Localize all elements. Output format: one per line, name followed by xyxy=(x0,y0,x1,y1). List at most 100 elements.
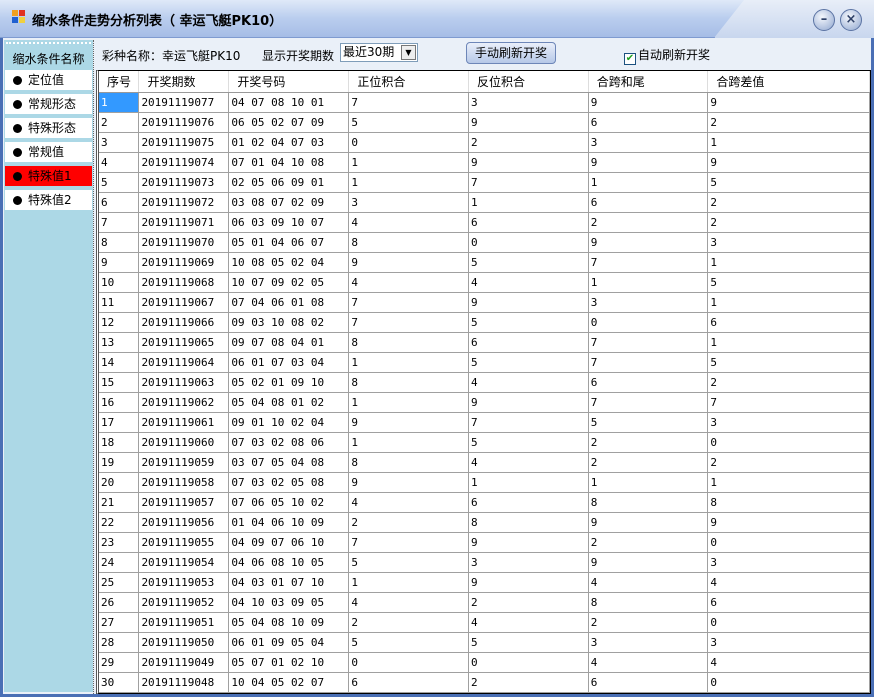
table-cell[interactable]: 5 xyxy=(707,352,870,373)
table-cell[interactable]: 6 xyxy=(588,672,709,693)
table-row[interactable]: 13 20191119065 09 07 08 04 01 8 6 7 1 xyxy=(99,332,870,353)
table-cell[interactable]: 20191119067 xyxy=(138,292,230,313)
table-row[interactable]: 27 20191119051 05 04 08 10 09 2 4 2 0 xyxy=(99,612,870,633)
table-cell[interactable]: 06 01 09 05 04 xyxy=(228,632,350,653)
table-row[interactable]: 23 20191119055 04 09 07 06 10 7 9 2 0 xyxy=(99,532,870,553)
table-cell[interactable]: 6 xyxy=(588,192,709,213)
table-row[interactable]: 11 20191119067 07 04 06 01 08 7 9 3 1 xyxy=(99,292,870,313)
table-row[interactable]: 18 20191119060 07 03 02 08 06 1 5 2 0 xyxy=(99,432,870,453)
column-header[interactable]: 开奖期数 xyxy=(138,71,230,93)
table-cell[interactable]: 5 xyxy=(588,412,709,433)
table-cell[interactable]: 01 04 06 10 09 xyxy=(228,512,350,533)
table-cell[interactable]: 04 09 07 06 10 xyxy=(228,532,350,553)
table-cell[interactable]: 2 xyxy=(468,132,589,153)
table-cell[interactable]: 5 xyxy=(468,252,589,273)
table-cell[interactable]: 28 xyxy=(99,632,140,653)
table-row[interactable]: 12 20191119066 09 03 10 08 02 7 5 0 6 xyxy=(99,312,870,333)
table-cell[interactable]: 1 xyxy=(348,352,469,373)
table-cell[interactable]: 04 06 08 10 05 xyxy=(228,552,350,573)
table-cell[interactable]: 20191119048 xyxy=(138,672,230,693)
table-cell[interactable]: 3 xyxy=(588,292,709,313)
table-cell[interactable]: 1 xyxy=(588,172,709,193)
table-cell[interactable]: 2 xyxy=(588,432,709,453)
table-cell[interactable]: 0 xyxy=(707,612,870,633)
table-row[interactable]: 7 20191119071 06 03 09 10 07 4 6 2 2 xyxy=(99,212,870,233)
table-cell[interactable]: 4 xyxy=(468,272,589,293)
table-cell[interactable]: 8 xyxy=(588,492,709,513)
sidebar-item[interactable]: 特殊形态 xyxy=(5,118,92,138)
table-cell[interactable]: 03 08 07 02 09 xyxy=(228,192,350,213)
table-cell[interactable]: 20191119059 xyxy=(138,452,230,473)
table-cell[interactable]: 0 xyxy=(707,672,870,693)
table-cell[interactable]: 2 xyxy=(707,212,870,233)
table-cell[interactable]: 9 xyxy=(468,572,589,593)
table-cell[interactable]: 7 xyxy=(468,172,589,193)
table-cell[interactable]: 1 xyxy=(468,472,589,493)
table-cell[interactable]: 2 xyxy=(468,592,589,613)
table-cell[interactable]: 20191119054 xyxy=(138,552,230,573)
table-cell[interactable]: 20191119061 xyxy=(138,412,230,433)
table-cell[interactable]: 9 xyxy=(468,392,589,413)
table-cell[interactable]: 20 xyxy=(99,472,140,493)
table-row[interactable]: 29 20191119049 05 07 01 02 10 0 0 4 4 xyxy=(99,652,870,673)
table-cell[interactable]: 20191119051 xyxy=(138,612,230,633)
table-cell[interactable]: 3 xyxy=(588,132,709,153)
table-cell[interactable]: 4 xyxy=(707,572,870,593)
table-cell[interactable]: 9 xyxy=(468,152,589,173)
table-cell[interactable]: 9 xyxy=(707,152,870,173)
column-header[interactable]: 正位积合 xyxy=(348,71,469,93)
table-cell[interactable]: 7 xyxy=(588,352,709,373)
table-cell[interactable]: 20191119077 xyxy=(138,92,230,113)
table-cell[interactable]: 9 xyxy=(707,512,870,533)
table-cell[interactable]: 20191119057 xyxy=(138,492,230,513)
table-row[interactable]: 10 20191119068 10 07 09 02 05 4 4 1 5 xyxy=(99,272,870,293)
column-header[interactable]: 合跨和尾 xyxy=(588,71,709,93)
table-cell[interactable]: 9 xyxy=(707,92,870,113)
table-cell[interactable]: 0 xyxy=(348,132,469,153)
table-cell[interactable]: 1 xyxy=(707,332,870,353)
checkmark-icon[interactable]: ✔ xyxy=(624,53,636,65)
table-row[interactable]: 1 20191119077 04 07 08 10 01 7 3 9 9 xyxy=(99,92,870,113)
table-cell[interactable]: 2 xyxy=(707,372,870,393)
table-cell[interactable]: 6 xyxy=(99,192,140,213)
table-cell[interactable]: 07 03 02 05 08 xyxy=(228,472,350,493)
table-cell[interactable]: 2 xyxy=(588,532,709,553)
table-cell[interactable]: 0 xyxy=(348,652,469,673)
table-cell[interactable]: 4 xyxy=(707,652,870,673)
table-cell[interactable]: 05 07 01 02 10 xyxy=(228,652,350,673)
table-cell[interactable]: 6 xyxy=(707,592,870,613)
table-row[interactable]: 9 20191119069 10 08 05 02 04 9 5 7 1 xyxy=(99,252,870,273)
table-cell[interactable]: 4 xyxy=(348,492,469,513)
table-cell[interactable]: 8 xyxy=(348,372,469,393)
table-cell[interactable]: 20191119075 xyxy=(138,132,230,153)
table-cell[interactable]: 20191119064 xyxy=(138,352,230,373)
table-cell[interactable]: 04 07 08 10 01 xyxy=(228,92,350,113)
table-cell[interactable]: 7 xyxy=(348,532,469,553)
table-cell[interactable]: 26 xyxy=(99,592,140,613)
table-cell[interactable]: 6 xyxy=(468,332,589,353)
table-cell[interactable]: 9 xyxy=(468,112,589,133)
table-cell[interactable]: 2 xyxy=(348,512,469,533)
table-cell[interactable]: 20191119065 xyxy=(138,332,230,353)
table-cell[interactable]: 3 xyxy=(707,412,870,433)
table-cell[interactable]: 5 xyxy=(348,552,469,573)
table-cell[interactable]: 20191119058 xyxy=(138,472,230,493)
table-cell[interactable]: 29 xyxy=(99,652,140,673)
table-cell[interactable]: 20191119074 xyxy=(138,152,230,173)
table-row[interactable]: 24 20191119054 04 06 08 10 05 5 3 9 3 xyxy=(99,552,870,573)
table-cell[interactable]: 3 xyxy=(99,132,140,153)
table-cell[interactable]: 9 xyxy=(588,152,709,173)
table-cell[interactable]: 20191119069 xyxy=(138,252,230,273)
table-cell[interactable]: 20191119053 xyxy=(138,572,230,593)
table-cell[interactable]: 1 xyxy=(468,192,589,213)
table-cell[interactable]: 1 xyxy=(707,472,870,493)
table-row[interactable]: 16 20191119062 05 04 08 01 02 1 9 7 7 xyxy=(99,392,870,413)
table-cell[interactable]: 0 xyxy=(468,652,589,673)
table-cell[interactable]: 6 xyxy=(468,212,589,233)
table-cell[interactable]: 03 07 05 04 08 xyxy=(228,452,350,473)
table-cell[interactable]: 8 xyxy=(348,332,469,353)
table-cell[interactable]: 05 04 08 01 02 xyxy=(228,392,350,413)
table-cell[interactable]: 5 xyxy=(468,312,589,333)
sidebar-item[interactable]: 特殊值1 xyxy=(5,166,92,186)
table-cell[interactable]: 9 xyxy=(588,92,709,113)
